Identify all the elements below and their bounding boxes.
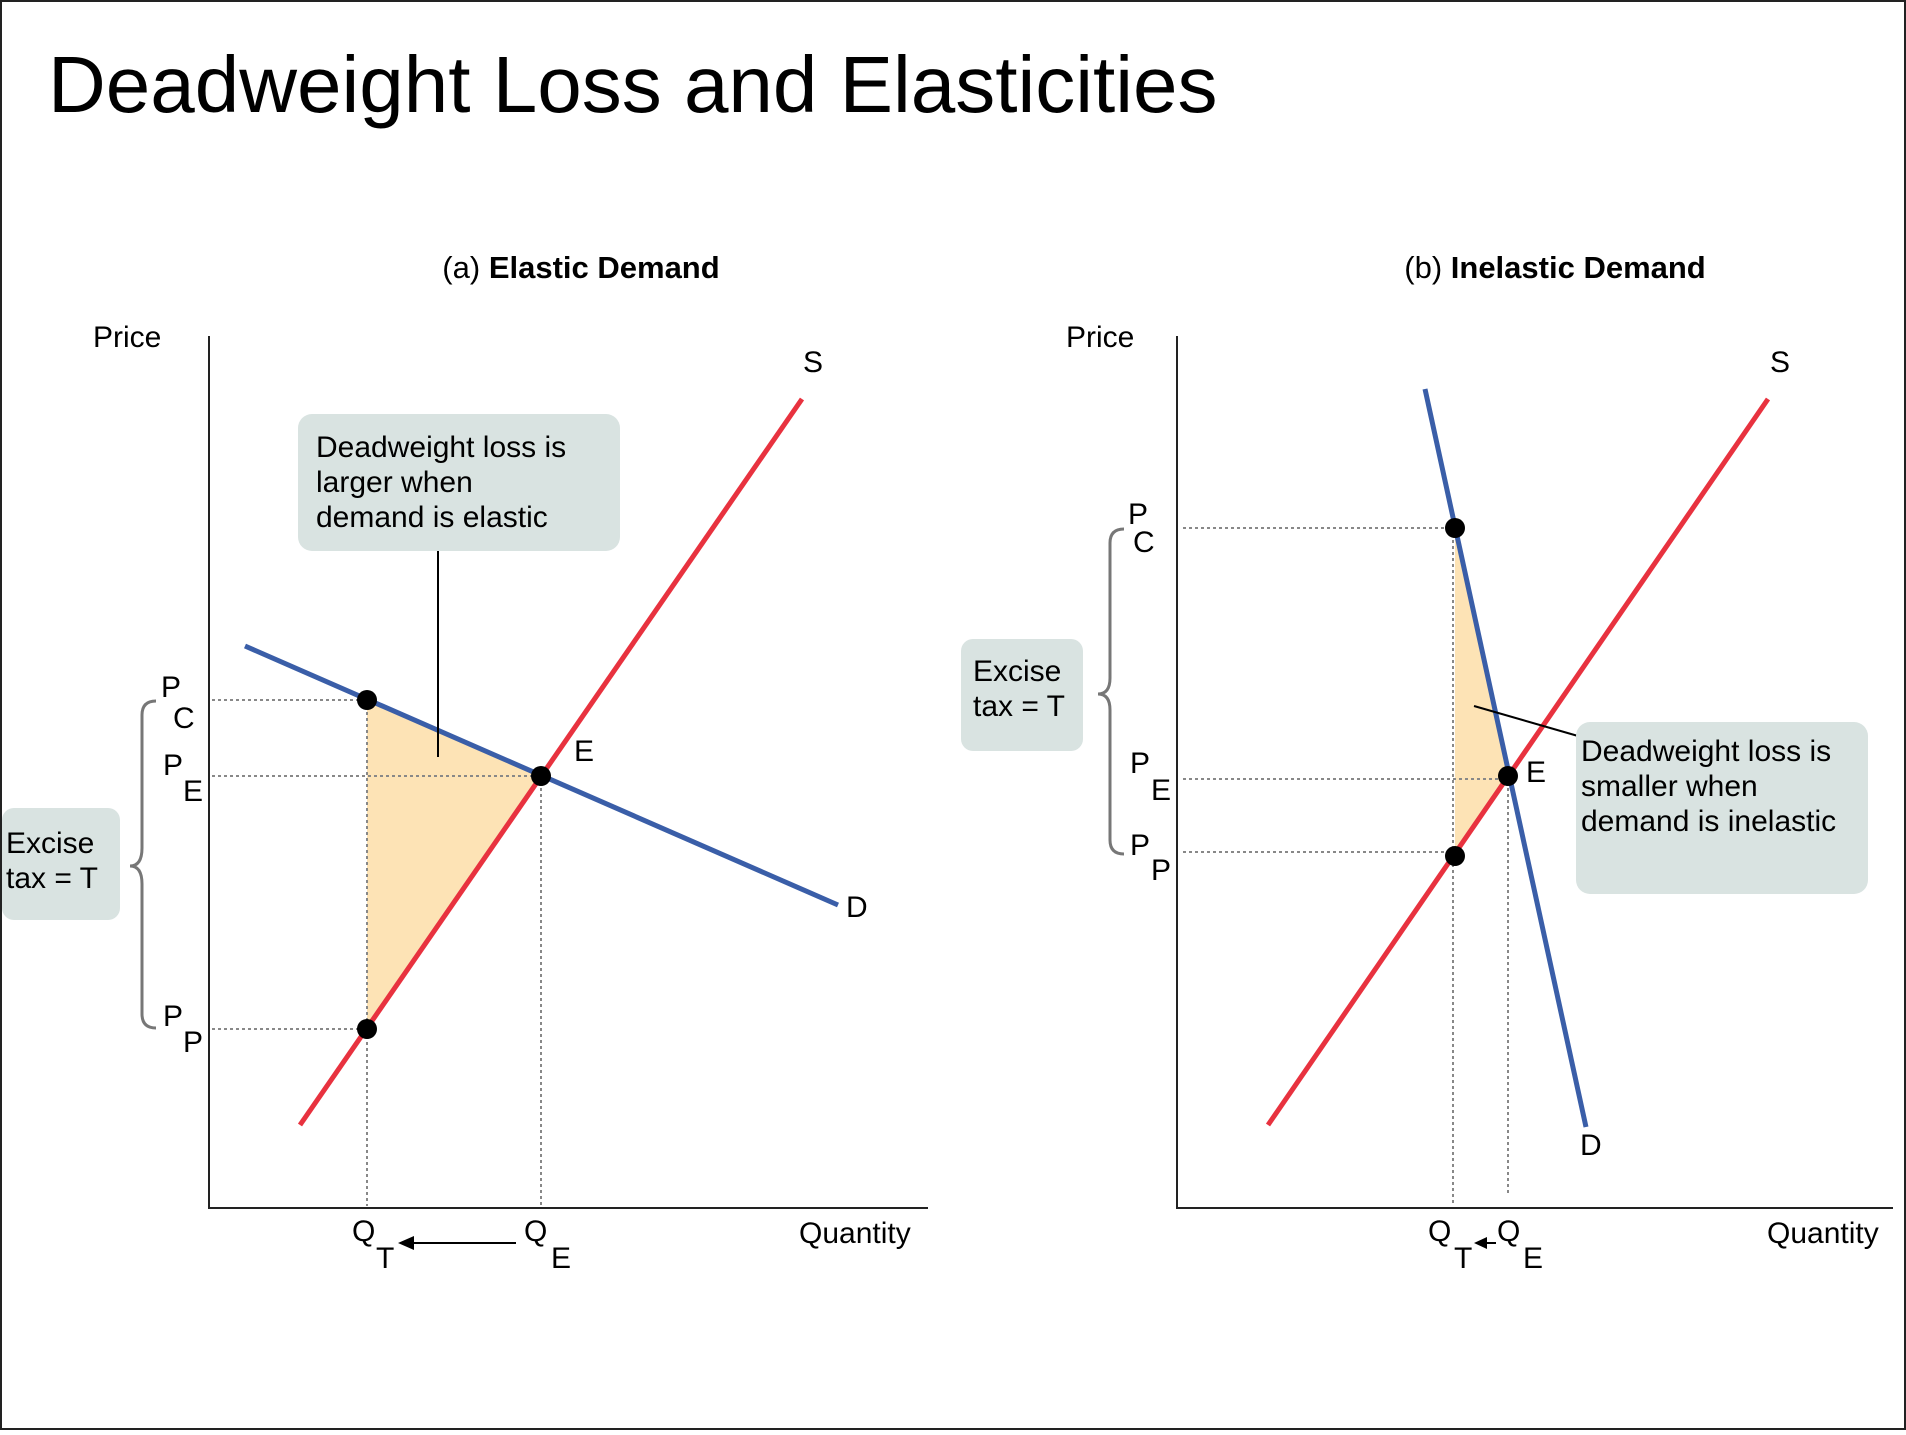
panel-a-equilibrium-label: E	[574, 735, 594, 768]
panel-b-title-text: Inelastic Demand	[1451, 250, 1706, 285]
panel-b-x-axis-label: Quantity	[1767, 1217, 1879, 1250]
panel-b-supply-curve	[1265, 397, 1771, 1127]
panel-a-guide-lines	[212, 699, 542, 1206]
panel-a-tax-callout	[2, 808, 120, 920]
panel-a-callout-text: Deadweight loss is larger when demand is e…	[316, 431, 566, 534]
panel-b-guide-lines	[1183, 527, 1509, 1206]
panel-a-title-text: Elastic Demand	[489, 250, 720, 285]
panel-b-deadweight-callout	[1576, 722, 1868, 894]
panel-b-tax-callout	[961, 639, 1083, 751]
panel-a-pp-label: PP	[163, 1000, 203, 1059]
panel-b-demand-label: D	[1580, 1129, 1602, 1162]
panel-b-tax-text: Excise tax = T	[973, 655, 1065, 723]
panel-a-supply-label: S	[803, 346, 823, 379]
panel-a-qe-label: QE	[524, 1215, 571, 1275]
slide-title: Deadweight Loss and Elasticities	[48, 40, 1218, 129]
panel-b-pe-label: PE	[1130, 747, 1171, 807]
panel-a-consumer-price-point	[357, 690, 377, 710]
panel-a-qt-label: QT	[352, 1215, 394, 1275]
panel-b-equilibrium-point	[1498, 766, 1518, 786]
panel-a-tax-text: Excise tax = T	[6, 827, 98, 895]
panel-a-deadweight-callout	[298, 414, 620, 551]
panel-b-callout-text: Deadweight loss is smaller when demand is …	[1581, 735, 1836, 838]
panel-a-deadweight-triangle	[367, 700, 541, 1029]
panel-a-tax-brace	[129, 699, 157, 1030]
panel-b-arrowhead	[1474, 1237, 1487, 1249]
panel-a-supply-curve	[297, 397, 805, 1127]
panel-b-deadweight-triangle	[1455, 528, 1508, 856]
panel-a-demand-label: D	[846, 891, 868, 924]
panel-b-tax-brace	[1097, 527, 1125, 856]
panel-b-equilibrium-label: E	[1526, 756, 1546, 789]
panel-a-elastic: (a) Elastic Demand Price Quantity S D E …	[2, 250, 928, 1275]
panel-b-y-axis-label: Price	[1066, 321, 1134, 354]
panel-b-title: (b) Inelastic Demand	[1404, 250, 1706, 285]
panel-b-consumer-price-point	[1445, 518, 1465, 538]
panel-a-pe-label: PE	[163, 749, 203, 808]
panel-b-pp-label: PP	[1130, 829, 1171, 887]
panel-a-y-axis-label: Price	[93, 321, 161, 354]
panel-a-prefix: (a)	[442, 250, 480, 285]
panel-b-qe-label: QE	[1497, 1215, 1543, 1275]
panel-b-callout-pointer	[1473, 705, 1579, 737]
panel-a-equilibrium-point	[531, 766, 551, 786]
panel-b-qt-label: QT	[1428, 1215, 1472, 1275]
panel-b-inelastic: (b) Inelastic Demand Price Quantity S D …	[961, 250, 1893, 1275]
panel-a-producer-price-point	[357, 1019, 377, 1039]
panel-b-supply-label: S	[1770, 346, 1790, 379]
panel-b-demand-curve	[1422, 388, 1589, 1128]
panel-a-arrowhead	[398, 1236, 414, 1250]
panel-b-prefix: (b)	[1404, 250, 1442, 285]
panel-b-producer-price-point	[1445, 846, 1465, 866]
panel-a-x-axis-label: Quantity	[799, 1217, 911, 1250]
panel-a-title: (a) Elastic Demand	[442, 250, 719, 285]
